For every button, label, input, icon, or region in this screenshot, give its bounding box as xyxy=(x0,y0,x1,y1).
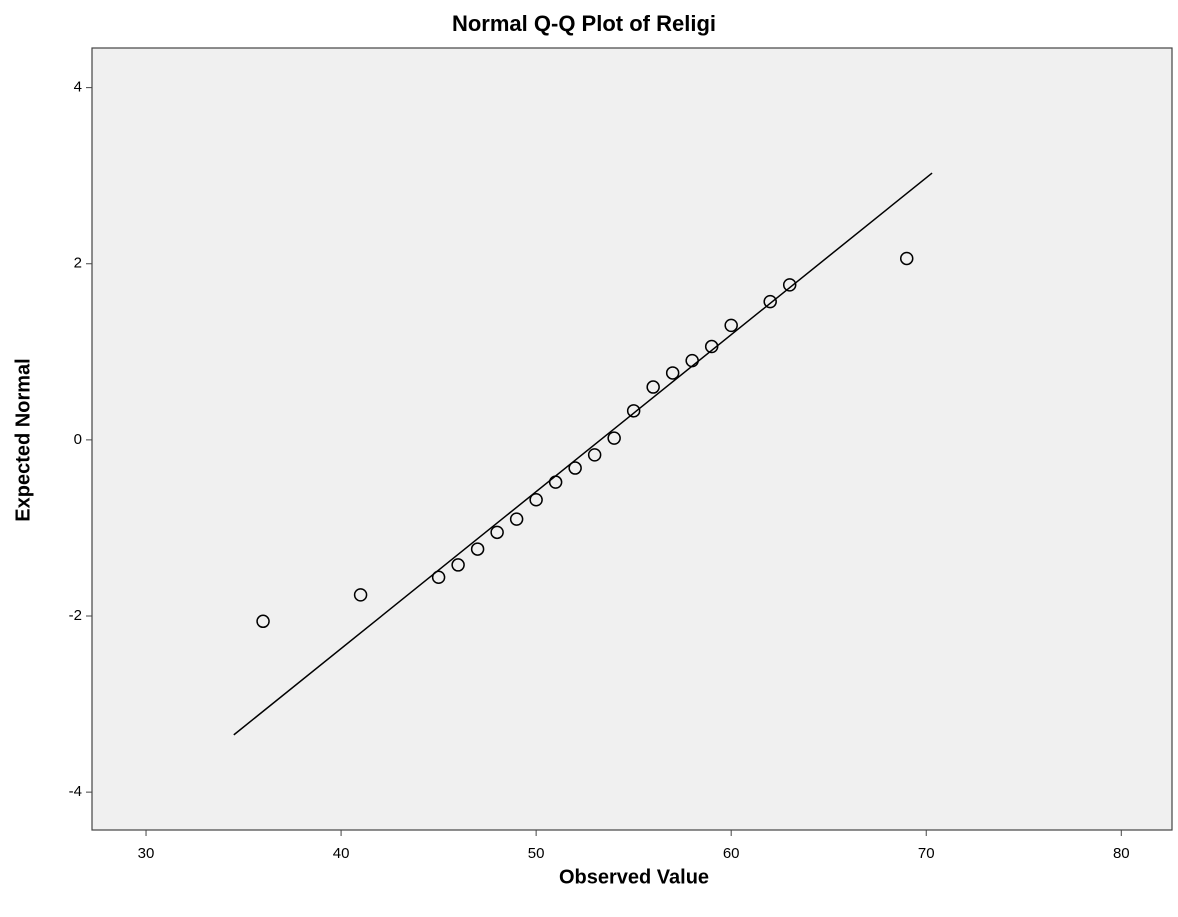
x-tick-label: 40 xyxy=(333,845,350,862)
x-tick-label: 50 xyxy=(528,845,545,862)
y-tick-label: 4 xyxy=(74,79,82,96)
chart-title: Normal Q-Q Plot of Religi xyxy=(452,11,716,36)
x-axis-label: Observed Value xyxy=(559,866,709,888)
x-tick-label: 70 xyxy=(918,845,935,862)
x-tick-label: 60 xyxy=(723,845,740,862)
page: Normal Q-Q Plot of Religi Observed Value… xyxy=(0,0,1178,917)
y-tick-label: -2 xyxy=(69,607,82,624)
x-tick-label: 30 xyxy=(138,845,155,862)
y-tick-label: 2 xyxy=(74,255,82,272)
x-tick-label: 80 xyxy=(1113,845,1130,862)
plot-area xyxy=(92,48,1172,830)
y-tick-label: -4 xyxy=(69,783,82,800)
y-tick-label: 0 xyxy=(74,431,82,448)
chart: Normal Q-Q Plot of Religi Observed Value… xyxy=(0,0,1178,917)
y-axis-label: Expected Normal xyxy=(12,358,34,521)
